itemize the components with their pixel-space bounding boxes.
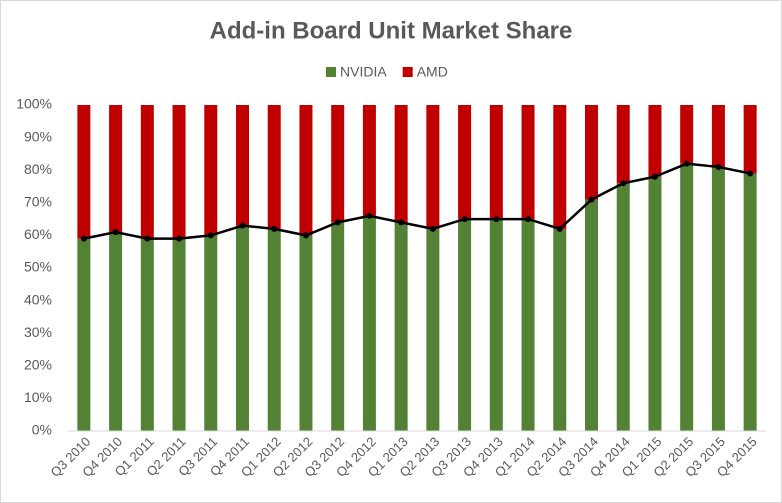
y-tick-label: 20% xyxy=(24,357,52,373)
bar-segment xyxy=(172,238,186,431)
share-dot xyxy=(398,219,405,226)
bar-segment xyxy=(553,105,567,229)
bar-segment xyxy=(267,228,281,431)
share-dot xyxy=(239,222,246,229)
share-dot xyxy=(493,216,500,223)
bar-segment xyxy=(489,105,503,220)
share-dot xyxy=(620,180,627,187)
bar-segment xyxy=(426,228,440,431)
bar-segment xyxy=(521,219,535,431)
bar-segment xyxy=(711,105,725,167)
bar-segment xyxy=(585,105,598,200)
bar-segment xyxy=(140,105,154,239)
y-tick-label: 70% xyxy=(24,194,52,210)
bar-segment xyxy=(648,105,662,177)
bar-segment xyxy=(77,105,91,239)
bar-segment xyxy=(331,222,345,431)
share-dot xyxy=(715,163,722,170)
y-tick-label: 50% xyxy=(24,259,52,275)
bar-segment xyxy=(616,183,630,431)
share-dot xyxy=(556,225,563,232)
y-tick-label: 60% xyxy=(24,226,52,242)
bar-segment xyxy=(743,173,757,431)
bar-segment xyxy=(77,238,91,431)
bar-segment xyxy=(743,105,757,174)
bar-segment xyxy=(204,235,218,431)
y-tick-label: 0% xyxy=(32,422,52,438)
bar-segment xyxy=(458,105,472,220)
share-dot xyxy=(747,170,754,177)
bar-segment xyxy=(680,105,694,164)
y-tick-label: 90% xyxy=(24,128,52,144)
bar-segment xyxy=(236,225,249,431)
share-dot xyxy=(112,229,119,236)
share-dot xyxy=(176,235,183,242)
bar-segment xyxy=(299,105,313,236)
bar-segment xyxy=(648,176,662,431)
bar-segment xyxy=(521,105,535,220)
legend-label: NVIDIA xyxy=(340,64,387,80)
bar-segment xyxy=(458,219,472,431)
share-dot xyxy=(429,225,436,232)
share-dot xyxy=(334,219,341,226)
y-tick-label: 30% xyxy=(24,324,52,340)
share-dot xyxy=(271,225,278,232)
share-dot xyxy=(144,235,151,242)
bar-segment xyxy=(362,105,376,216)
bar-segment xyxy=(299,235,313,431)
share-dot xyxy=(80,235,87,242)
share-line xyxy=(83,162,751,240)
bar-segment xyxy=(331,105,345,223)
legend-swatch xyxy=(326,67,336,77)
bar-segment xyxy=(553,228,567,431)
y-tick-label: 80% xyxy=(24,161,52,177)
bar-segment xyxy=(394,105,408,223)
share-dot xyxy=(525,216,532,223)
bar-segment xyxy=(109,105,123,233)
bar-segment xyxy=(616,105,630,184)
bar-segment xyxy=(711,166,725,431)
share-dot xyxy=(366,212,373,219)
bar-segment xyxy=(489,219,503,431)
bar-segment xyxy=(426,105,440,229)
y-tick-label: 40% xyxy=(24,291,52,307)
bar-segment xyxy=(267,105,281,229)
y-tick-label: 10% xyxy=(24,389,52,405)
chart-title: Add-in Board Unit Market Share xyxy=(210,17,573,44)
bar-segment xyxy=(204,105,218,236)
bar-segment xyxy=(236,105,249,226)
bar-segment xyxy=(680,163,694,431)
share-dot xyxy=(207,232,214,239)
share-dot xyxy=(683,160,690,167)
y-tick-label: 100% xyxy=(16,96,52,112)
legend-swatch xyxy=(402,67,413,77)
share-dot xyxy=(588,196,595,203)
bar-segment xyxy=(394,222,408,431)
share-dot xyxy=(651,173,658,180)
bar-segment xyxy=(362,215,376,431)
bar-segment xyxy=(172,105,186,239)
bar-segment xyxy=(585,199,598,431)
bar-segment xyxy=(140,238,154,431)
legend-label: AMD xyxy=(417,64,448,80)
bar-segment xyxy=(109,232,123,431)
share-dot xyxy=(461,216,468,223)
share-dot xyxy=(302,232,309,239)
